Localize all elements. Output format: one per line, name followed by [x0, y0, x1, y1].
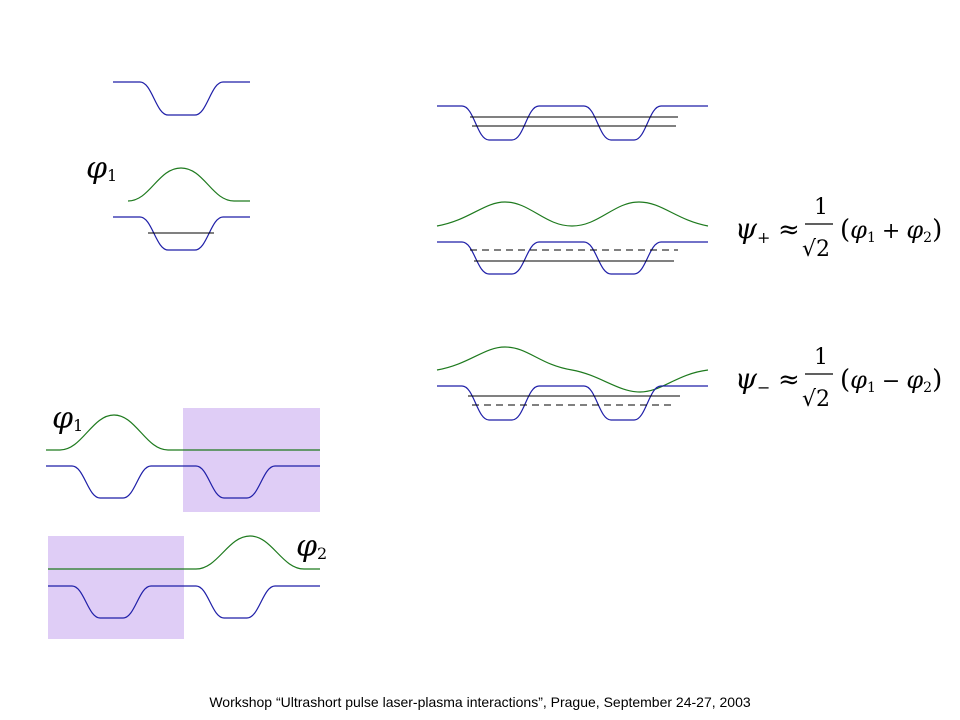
phi1-label-bottom: φ1 [52, 401, 83, 436]
psi-minus-formula: ψ− ≈ 1 √2 (φ1− φ2) [735, 345, 942, 412]
svg-text:ψ+: ψ+ [735, 212, 770, 247]
svg-text:√2: √2 [802, 387, 830, 412]
svg-text:√2: √2 [802, 237, 830, 262]
phi1-wavefunction-double [46, 414, 320, 451]
svg-text:≈: ≈ [778, 365, 800, 395]
double-well-phi2 [48, 585, 320, 619]
double-well-phi1 [46, 465, 320, 499]
single-well-with-level [113, 216, 250, 251]
psi-minus-wavefunction [436, 346, 709, 393]
phi2-label: φ2 [296, 529, 327, 564]
svg-text:(φ1−φ2): (φ1− φ2) [840, 365, 942, 396]
double-well-psi-minus [437, 385, 708, 421]
phi1-wavefunction-single [127, 167, 250, 202]
double-well-potential [437, 105, 708, 141]
svg-text:(φ1+φ2): (φ1 + φ2) [840, 215, 942, 246]
svg-text:1: 1 [814, 345, 828, 370]
svg-text:1: 1 [814, 195, 828, 220]
phi2-wavefunction-double [48, 535, 320, 570]
double-well-psi-plus [437, 241, 708, 275]
footer-caption: Workshop “Ultrashort pulse laser-plasma … [209, 694, 751, 710]
phi1-label-top: φ1 [86, 151, 117, 186]
svg-text:≈: ≈ [778, 215, 800, 245]
psi-plus-formula: ψ+ ≈ 1 √2 (φ1 + φ2) [735, 195, 942, 262]
shaded-region-left-well [48, 536, 184, 639]
shaded-region-right-well [183, 408, 320, 512]
single-well-potential [113, 81, 250, 116]
psi-plus-wavefunction [436, 201, 709, 227]
svg-text:ψ−: ψ− [735, 362, 770, 397]
